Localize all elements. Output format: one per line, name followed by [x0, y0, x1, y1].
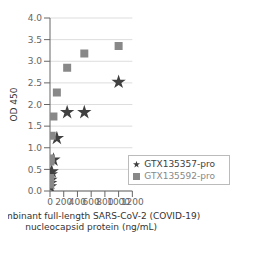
svg-text:1.0: 1.0: [28, 143, 43, 153]
svg-text:4.0: 4.0: [28, 13, 43, 23]
html-text:GTX135592-pro: GTX135592-pro: [144, 171, 215, 181]
svg-text:800: 800: [96, 197, 114, 208]
html-text:GTX135357-pro: GTX135357-pro: [144, 159, 215, 169]
svg-text:Recombinant full-length SARS-C: Recombinant full-length SARS-CoV-2 (COVI…: [8, 211, 200, 232]
svg-text:1200: 1200: [121, 197, 144, 207]
svg-text:OD 450: OD 450: [9, 87, 19, 121]
svg-text:400: 400: [68, 197, 86, 208]
svg-text:0.0: 0.0: [28, 186, 43, 196]
svg-text:3.5: 3.5: [28, 35, 42, 45]
svg-text:3.0: 3.0: [28, 56, 43, 66]
svg-text:2.5: 2.5: [28, 78, 42, 88]
svg-text:2.0: 2.0: [28, 100, 43, 110]
svg-text:1000: 1000: [107, 197, 131, 208]
svg-text:1.5: 1.5: [28, 121, 42, 131]
svg-text:0: 0: [47, 197, 53, 207]
svg-text:200: 200: [55, 197, 73, 208]
svg-text:600: 600: [82, 197, 100, 208]
svg-text:0.5: 0.5: [28, 165, 42, 175]
